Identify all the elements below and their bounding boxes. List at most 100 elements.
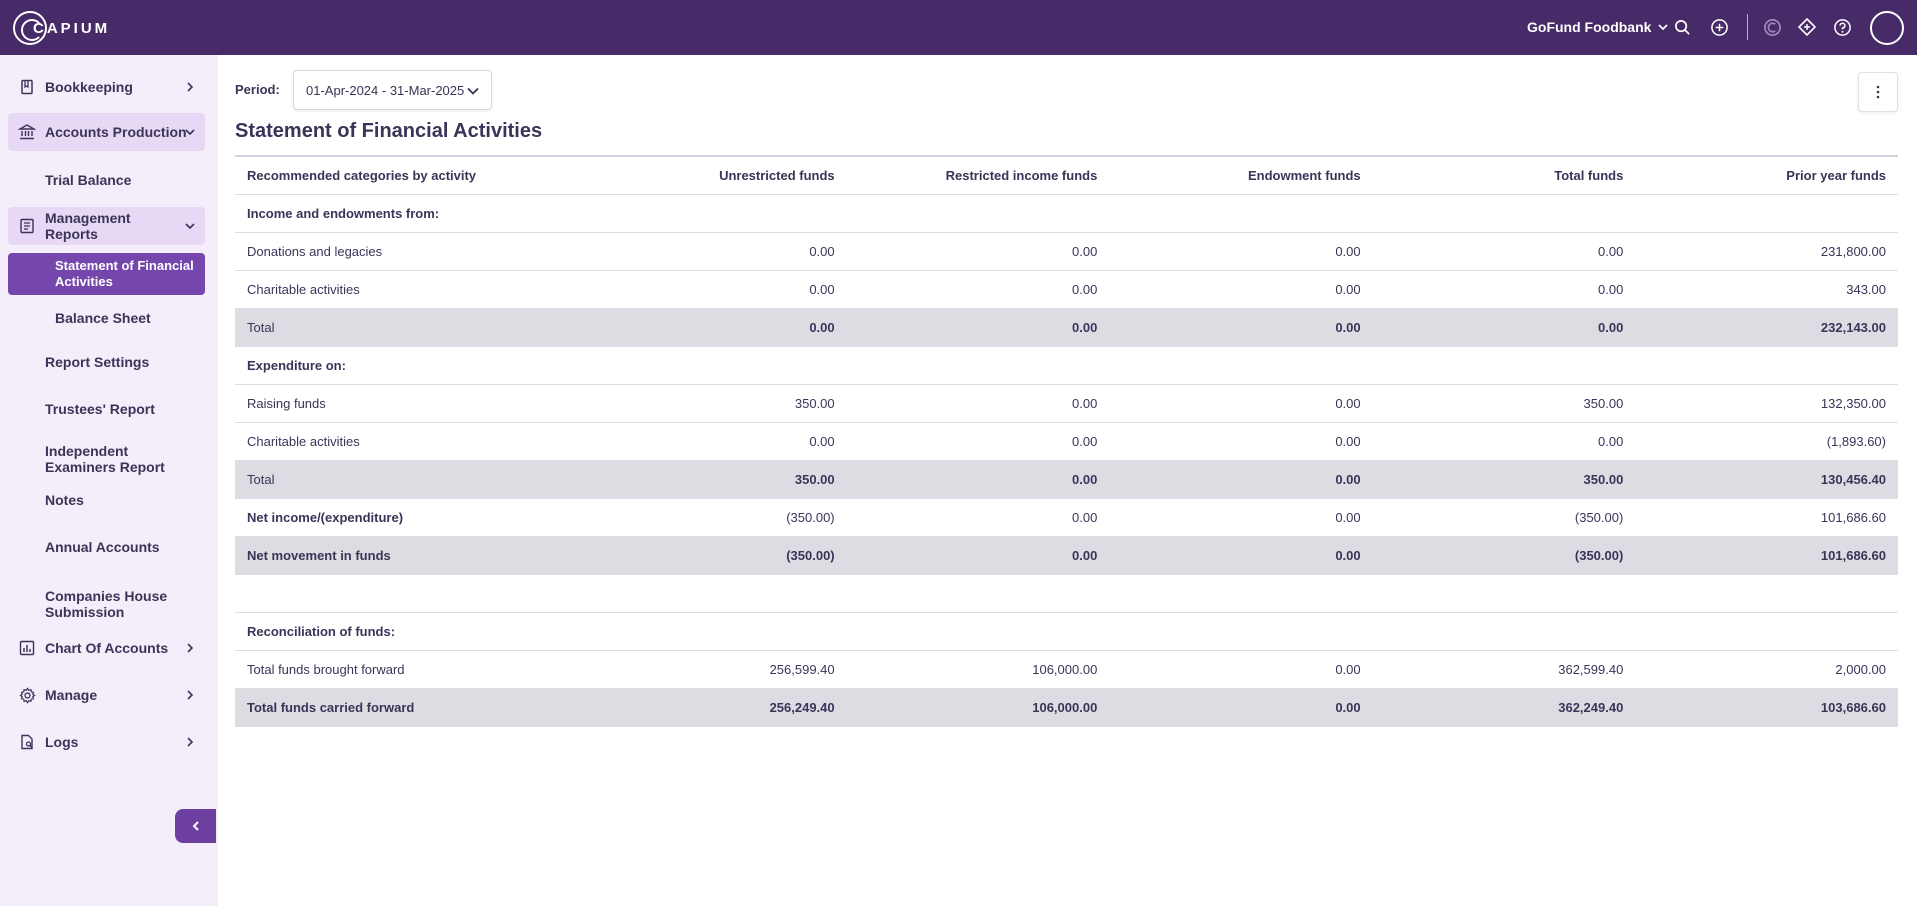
sidebar-item-report-settings[interactable]: Report Settings (8, 345, 205, 379)
capium-coin-icon[interactable] (1762, 17, 1782, 37)
sidebar-item-label: Trial Balance (45, 172, 132, 188)
row-label: Total (235, 308, 626, 347)
cell-value: 0.00 (846, 384, 1110, 423)
capium-logo[interactable]: CAPIUM (13, 11, 110, 45)
integrations-icon[interactable] (1797, 17, 1817, 37)
column-header: Endowment funds (1109, 156, 1373, 195)
section-heading: Income and endowments from: (235, 194, 1898, 233)
sidebar-item-chart-of-accounts[interactable]: Chart Of Accounts (8, 631, 205, 665)
row-label: Charitable activities (235, 422, 626, 461)
cell-value: (350.00) (1372, 498, 1636, 537)
gear-icon (18, 686, 36, 704)
chart-icon (18, 639, 36, 657)
sidebar-item-notes[interactable]: Notes (8, 485, 205, 515)
table-row: Donations and legacies 0.00 0.00 0.00 0.… (235, 232, 1898, 271)
chevron-right-icon (183, 80, 197, 94)
sidebar-item-annual-accounts[interactable]: Annual Accounts (8, 532, 205, 562)
cell-value: 0.00 (1372, 422, 1636, 461)
sidebar-item-label: Report Settings (45, 354, 150, 370)
sidebar-item-bookkeeping[interactable]: Bookkeeping (8, 70, 205, 104)
column-header: Restricted income funds (846, 156, 1110, 195)
cell-value: 350.00 (625, 460, 847, 499)
logo-mark-icon (13, 11, 47, 45)
book-icon (18, 78, 36, 96)
cell-value: 231,800.00 (1635, 232, 1898, 271)
sidebar-item-companies-house-submission[interactable]: Companies House Submission (8, 585, 205, 623)
sidebar-item-label: Management Reports (45, 210, 131, 242)
sidebar-item-trial-balance[interactable]: Trial Balance (8, 163, 205, 197)
carried-forward-row: Total funds carried forward 256,249.40 1… (235, 688, 1898, 727)
cell-value: 106,000.00 (846, 650, 1110, 689)
cell-value: (350.00) (1372, 536, 1636, 575)
cell-value: 0.00 (846, 308, 1110, 347)
report-icon (18, 217, 36, 235)
help-icon[interactable] (1832, 17, 1852, 37)
cell-value: 256,599.40 (625, 650, 847, 689)
cell-value: (1,893.60) (1635, 422, 1898, 461)
sidebar-item-label: Logs (45, 734, 79, 750)
user-avatar[interactable] (1870, 11, 1904, 45)
sidebar-item-accounts-production[interactable]: Accounts Production (8, 113, 205, 151)
cell-value: 0.00 (625, 270, 847, 309)
sidebar-item-label: Bookkeeping (45, 79, 133, 95)
sidebar-item-independent-examiners-report[interactable]: Independent Examiners Report (8, 440, 205, 478)
cell-value: 362,249.40 (1372, 688, 1636, 727)
total-row: Total 0.00 0.00 0.00 0.00 232,143.00 (235, 308, 1898, 347)
column-header: Recommended categories by activity (235, 156, 626, 195)
cell-value: 0.00 (846, 270, 1110, 309)
bank-icon (18, 123, 36, 141)
cell-value: 0.00 (846, 536, 1110, 575)
main-content: Period: 01-Apr-2024 - 31-Mar-2025 Statem… (218, 55, 1917, 906)
sidebar-item-trustees-report[interactable]: Trustees' Report (8, 392, 205, 426)
sidebar-item-balance-sheet[interactable]: Balance Sheet (8, 303, 205, 333)
cell-value: 130,456.40 (1635, 460, 1898, 499)
cell-value: 0.00 (846, 232, 1110, 271)
cell-value: 0.00 (1109, 422, 1373, 461)
cell-value: 0.00 (1372, 308, 1636, 347)
cell-value: 0.00 (846, 422, 1110, 461)
table-row: Total funds brought forward 256,599.40 1… (235, 650, 1898, 689)
cell-value: 101,686.60 (1635, 498, 1898, 537)
section-heading: Expenditure on: (235, 346, 1898, 385)
collapse-sidebar-button[interactable] (175, 809, 216, 843)
page-title: Statement of Financial Activities (235, 120, 543, 142)
chevron-right-icon (183, 688, 197, 702)
table-row: Raising funds 350.00 0.00 0.00 350.00 13… (235, 384, 1898, 423)
more-options-button[interactable] (1858, 72, 1898, 112)
sidebar-item-statement-financial-activities[interactable]: Statement of Financial Activities (8, 253, 205, 295)
cell-value: 232,143.00 (1635, 308, 1898, 347)
cell-value: 101,686.60 (1635, 536, 1898, 575)
cell-value: 350.00 (1372, 460, 1636, 499)
row-label: Net movement in funds (235, 536, 626, 575)
period-select[interactable]: 01-Apr-2024 - 31-Mar-2025 (293, 70, 492, 110)
spacer-row (235, 574, 1898, 613)
net-movement-row: Net movement in funds (350.00) 0.00 0.00… (235, 536, 1898, 575)
cell-value: 0.00 (1372, 270, 1636, 309)
cell-value: 0.00 (1109, 308, 1373, 347)
cell-value: 350.00 (625, 384, 847, 423)
net-income-row: Net income/(expenditure) (350.00) 0.00 0… (235, 498, 1898, 537)
column-header: Unrestricted funds (625, 156, 847, 195)
chevron-left-icon (192, 821, 199, 831)
sidebar-item-label: Balance Sheet (55, 310, 151, 326)
add-circle-icon[interactable] (1709, 17, 1729, 37)
spacer-cell (235, 574, 1898, 613)
sidebar-item-management-reports[interactable]: Management Reports (8, 207, 205, 245)
cell-value: 0.00 (1109, 232, 1373, 271)
cell-value: 0.00 (846, 498, 1110, 537)
table-row: Charitable activities 0.00 0.00 0.00 0.0… (235, 270, 1898, 309)
organisation-selector[interactable]: GoFund Foodbank (1527, 19, 1669, 35)
section-heading-row: Reconciliation of funds: (235, 612, 1898, 651)
cell-value: 103,686.60 (1635, 688, 1898, 727)
cell-value: 343.00 (1635, 270, 1898, 309)
chevron-down-icon (183, 125, 197, 139)
cell-value: 0.00 (1109, 650, 1373, 689)
sidebar-item-logs[interactable]: Logs (8, 725, 205, 759)
section-heading-row: Income and endowments from: (235, 194, 1898, 233)
cell-value: 0.00 (1109, 270, 1373, 309)
organisation-name: GoFund Foodbank (1527, 19, 1652, 35)
search-icon[interactable] (1672, 17, 1692, 37)
sidebar-item-manage[interactable]: Manage (8, 678, 205, 712)
sidebar: Bookkeeping Accounts Production Trial Ba… (0, 55, 218, 906)
period-label: Period: (235, 82, 280, 97)
